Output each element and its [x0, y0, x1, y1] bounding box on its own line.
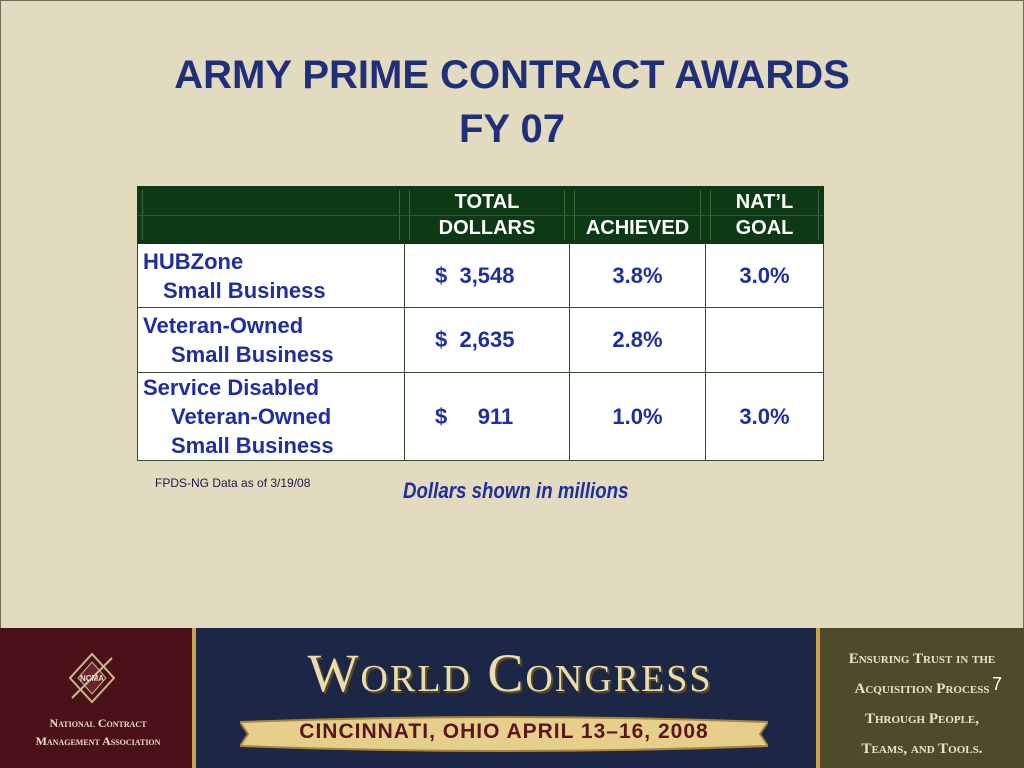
ncma-name: National Contract Management Association — [10, 714, 186, 750]
row-label-line1: Veteran-Owned — [143, 313, 304, 338]
ncma-name-line2: Management Association — [35, 734, 161, 748]
header-total-line1: TOTAL — [454, 191, 520, 213]
header-cell-achieved: ACHIEVED — [569, 186, 706, 244]
data-source-note: FPDS-NG Data as of 3/19/08 — [155, 476, 311, 490]
header-cell-total-dollars: TOTAL DOLLARS — [404, 186, 570, 244]
table-row: Veteran-Owned Small Business $ 2,635 2.8… — [137, 307, 824, 373]
awards-table: TOTAL DOLLARS ACHIEVED NAT’L GOAL HUBZon… — [137, 186, 824, 461]
ncma-panel: NCMA National Contract Management Associ… — [0, 628, 196, 768]
emblem-text: NCMA — [80, 674, 104, 683]
row-label: Veteran-Owned Small Business — [137, 307, 405, 373]
row-total-dollars: $ 3,548 — [404, 243, 570, 308]
row-label-line3: Small Business — [171, 433, 334, 458]
tagline-panel — [816, 628, 1024, 768]
header-goal-line1: NAT’L — [735, 191, 794, 213]
tagline-line2: Acquisition Process — [854, 681, 990, 697]
ncma-name-line1: National Contract — [49, 716, 147, 730]
row-total-dollars: $ 911 — [404, 372, 570, 461]
table-row: Service Disabled Veteran-Owned Small Bus… — [137, 372, 824, 461]
header-total-line2: DOLLARS — [438, 217, 536, 239]
tagline-line4: Teams, and Tools. — [861, 741, 983, 757]
header-achieved-label: ACHIEVED — [585, 217, 690, 239]
page-number: 7 — [992, 674, 1003, 694]
row-goal — [705, 307, 824, 373]
table-row: HUBZone Small Business $ 3,548 3.8% 3.0% — [137, 243, 824, 308]
row-achieved: 1.0% — [569, 372, 706, 461]
row-achieved: 2.8% — [569, 307, 706, 373]
row-label-line1: Service Disabled — [143, 375, 320, 400]
units-note: Dollars shown in millions — [403, 478, 629, 503]
row-label-line2: Small Business — [171, 342, 334, 367]
row-total-dollars: $ 2,635 — [404, 307, 570, 373]
row-label: Service Disabled Veteran-Owned Small Bus… — [137, 372, 405, 461]
slide-title: ARMY PRIME CONTRACT AWARDS FY 07 — [0, 48, 1024, 156]
tagline: Ensuring Trust in the Acquisition Proces… — [830, 644, 1014, 764]
tagline-line1: Ensuring Trust in the — [848, 651, 996, 667]
row-label: HUBZone Small Business — [137, 243, 405, 308]
footer-banner: NCMA National Contract Management Associ… — [0, 628, 1024, 768]
row-goal: 3.0% — [705, 243, 824, 308]
row-goal: 3.0% — [705, 372, 824, 461]
title-line-2: FY 07 — [459, 107, 565, 151]
event-location-dates: CINCINNATI, OHIO APRIL 13–16, 2008 — [299, 720, 709, 743]
table-header-row: TOTAL DOLLARS ACHIEVED NAT’L GOAL — [137, 186, 824, 244]
header-goal-line2: GOAL — [735, 217, 794, 239]
title-line-1: ARMY PRIME CONTRACT AWARDS — [174, 53, 850, 97]
event-ribbon-icon — [240, 716, 768, 752]
ncma-emblem-icon: NCMA — [68, 652, 116, 704]
header-cell-goal: NAT’L GOAL — [705, 186, 824, 244]
header-cell-category — [137, 186, 405, 244]
tagline-line3: Through People, — [864, 711, 980, 727]
row-achieved: 3.8% — [569, 243, 706, 308]
row-label-line2: Small Business — [163, 277, 326, 303]
row-label-line1: HUBZone — [143, 248, 244, 274]
row-label-line2: Veteran-Owned — [171, 404, 332, 429]
event-title: World Congress — [307, 643, 713, 703]
